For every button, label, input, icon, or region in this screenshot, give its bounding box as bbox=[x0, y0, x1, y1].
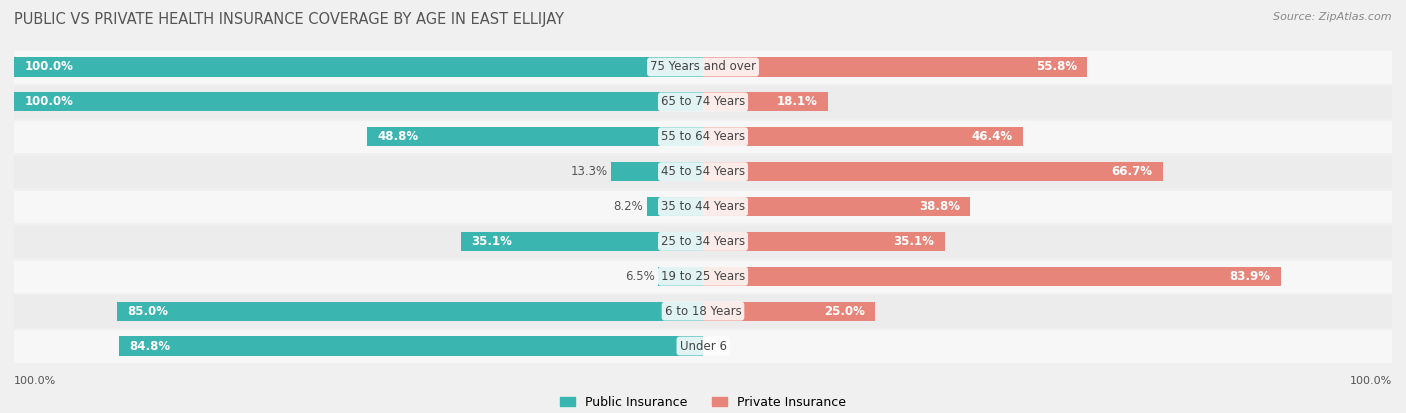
Text: 38.8%: 38.8% bbox=[920, 200, 960, 213]
Text: 100.0%: 100.0% bbox=[1350, 376, 1392, 386]
Bar bbox=[703, 57, 1087, 76]
Text: 6.5%: 6.5% bbox=[626, 270, 655, 283]
Bar bbox=[658, 267, 703, 286]
Bar bbox=[703, 232, 945, 251]
Bar bbox=[118, 337, 703, 356]
Text: 46.4%: 46.4% bbox=[972, 130, 1012, 143]
Text: 84.8%: 84.8% bbox=[129, 339, 170, 353]
Bar bbox=[703, 92, 828, 112]
Bar bbox=[703, 127, 1022, 146]
Bar bbox=[647, 197, 703, 216]
Text: 8.2%: 8.2% bbox=[613, 200, 643, 213]
Text: 100.0%: 100.0% bbox=[14, 376, 56, 386]
Text: 83.9%: 83.9% bbox=[1230, 270, 1271, 283]
Text: 25 to 34 Years: 25 to 34 Years bbox=[661, 235, 745, 248]
Text: 85.0%: 85.0% bbox=[128, 305, 169, 318]
Text: 6 to 18 Years: 6 to 18 Years bbox=[665, 305, 741, 318]
Bar bbox=[117, 301, 703, 321]
Text: 48.8%: 48.8% bbox=[377, 130, 418, 143]
Bar bbox=[14, 295, 1392, 327]
Bar bbox=[367, 127, 703, 146]
Bar bbox=[14, 57, 703, 76]
Bar bbox=[612, 162, 703, 181]
Bar bbox=[14, 156, 1392, 188]
Text: 13.3%: 13.3% bbox=[571, 165, 607, 178]
Bar bbox=[703, 197, 970, 216]
Bar bbox=[14, 51, 1392, 83]
Text: 65 to 74 Years: 65 to 74 Years bbox=[661, 95, 745, 108]
Bar bbox=[703, 267, 1281, 286]
Bar bbox=[14, 86, 1392, 118]
Text: Source: ZipAtlas.com: Source: ZipAtlas.com bbox=[1274, 12, 1392, 22]
Bar bbox=[14, 225, 1392, 257]
Text: 18.1%: 18.1% bbox=[776, 95, 817, 108]
Text: 35 to 44 Years: 35 to 44 Years bbox=[661, 200, 745, 213]
Text: 75 Years and over: 75 Years and over bbox=[650, 60, 756, 74]
Bar bbox=[14, 121, 1392, 152]
Text: 100.0%: 100.0% bbox=[24, 95, 73, 108]
Text: 25.0%: 25.0% bbox=[824, 305, 865, 318]
Bar bbox=[703, 301, 875, 321]
Bar bbox=[703, 162, 1163, 181]
Text: PUBLIC VS PRIVATE HEALTH INSURANCE COVERAGE BY AGE IN EAST ELLIJAY: PUBLIC VS PRIVATE HEALTH INSURANCE COVER… bbox=[14, 12, 564, 27]
Text: 100.0%: 100.0% bbox=[24, 60, 73, 74]
Bar bbox=[14, 330, 1392, 362]
Text: Under 6: Under 6 bbox=[679, 339, 727, 353]
Bar bbox=[14, 261, 1392, 292]
Text: 66.7%: 66.7% bbox=[1111, 165, 1152, 178]
Text: 45 to 54 Years: 45 to 54 Years bbox=[661, 165, 745, 178]
Text: 35.1%: 35.1% bbox=[471, 235, 512, 248]
Legend: Public Insurance, Private Insurance: Public Insurance, Private Insurance bbox=[555, 391, 851, 413]
Text: 19 to 25 Years: 19 to 25 Years bbox=[661, 270, 745, 283]
Text: 35.1%: 35.1% bbox=[894, 235, 935, 248]
Text: 55 to 64 Years: 55 to 64 Years bbox=[661, 130, 745, 143]
Text: 55.8%: 55.8% bbox=[1036, 60, 1077, 74]
Bar bbox=[14, 92, 703, 112]
Bar bbox=[461, 232, 703, 251]
Bar bbox=[14, 191, 1392, 222]
